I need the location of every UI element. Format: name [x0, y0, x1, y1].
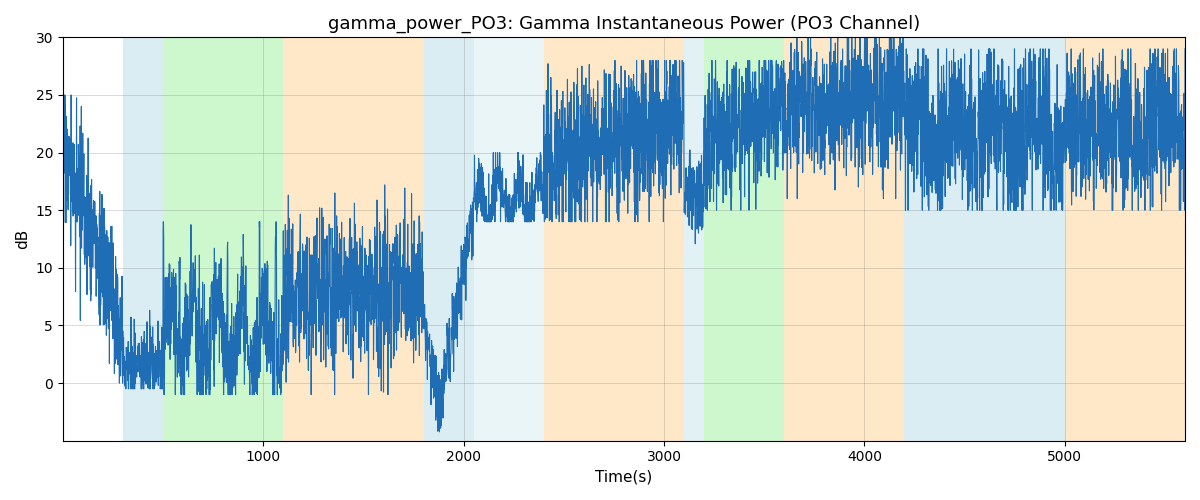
Bar [544, 38, 684, 440]
Bar [163, 38, 283, 440]
Bar [1064, 38, 1184, 440]
Bar [424, 38, 474, 440]
Y-axis label: dB: dB [16, 229, 30, 249]
Bar [283, 38, 424, 440]
Title: gamma_power_PO3: Gamma Instantaneous Power (PO3 Channel): gamma_power_PO3: Gamma Instantaneous Pow… [328, 15, 920, 34]
Bar [704, 38, 785, 440]
X-axis label: Time(s): Time(s) [595, 470, 653, 485]
Bar [124, 38, 163, 440]
Bar [684, 38, 704, 440]
Bar [905, 38, 1064, 440]
Bar [785, 38, 905, 440]
Bar [474, 38, 544, 440]
